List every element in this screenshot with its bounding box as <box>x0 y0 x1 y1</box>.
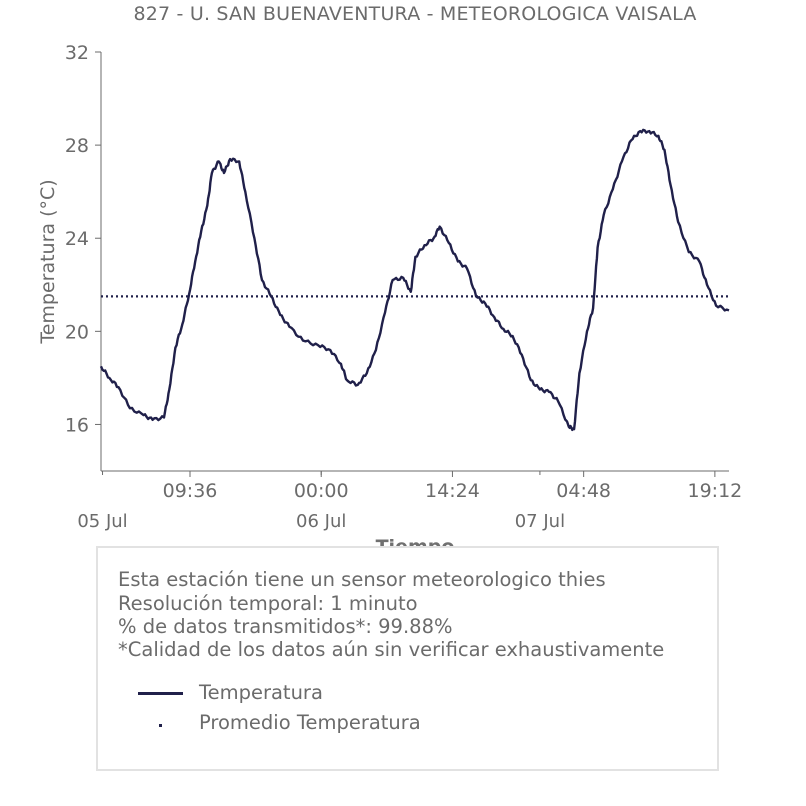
series-line-temperatura <box>99 128 730 432</box>
info-line-quality: *Calidad de los datos aún sin verificar … <box>118 638 665 661</box>
x-date-label: 05 Jul <box>77 511 127 532</box>
legend-label: Promedio Temperatura <box>199 711 421 734</box>
x-tick-label: 09:36 <box>163 480 218 502</box>
x-date-label: 06 Jul <box>296 511 346 532</box>
x-tick-label: 00:00 <box>294 480 349 502</box>
chart-title: 827 - U. SAN BUENAVENTURA - METEOROLOGIC… <box>133 3 697 25</box>
legend-swatch-dotted <box>159 724 162 727</box>
y-tick-label: 28 <box>65 135 89 157</box>
x-date-label: 07 Jul <box>515 511 565 532</box>
y-tick-label: 20 <box>65 321 89 343</box>
x-tick-label: 04:48 <box>556 480 611 502</box>
y-tick-label: 16 <box>65 414 89 436</box>
legend-label: Temperatura <box>199 681 323 704</box>
x-tick-label: 19:12 <box>687 480 742 502</box>
y-tick-label: 24 <box>65 228 89 250</box>
y-axis-label: Temperatura (°C) <box>37 179 59 344</box>
info-box: Esta estación tiene un sensor meteorolog… <box>96 546 719 771</box>
y-tick-label: 32 <box>65 42 89 64</box>
x-tick-label: 14:24 <box>425 480 480 502</box>
info-line-sensor: Esta estación tiene un sensor meteorolog… <box>118 568 606 591</box>
legend-swatch-solid <box>138 692 183 695</box>
info-line-resolution: Resolución temporal: 1 minuto <box>118 592 418 615</box>
info-line-transmitted: % de datos transmitidos*: 99.88% <box>118 615 453 638</box>
